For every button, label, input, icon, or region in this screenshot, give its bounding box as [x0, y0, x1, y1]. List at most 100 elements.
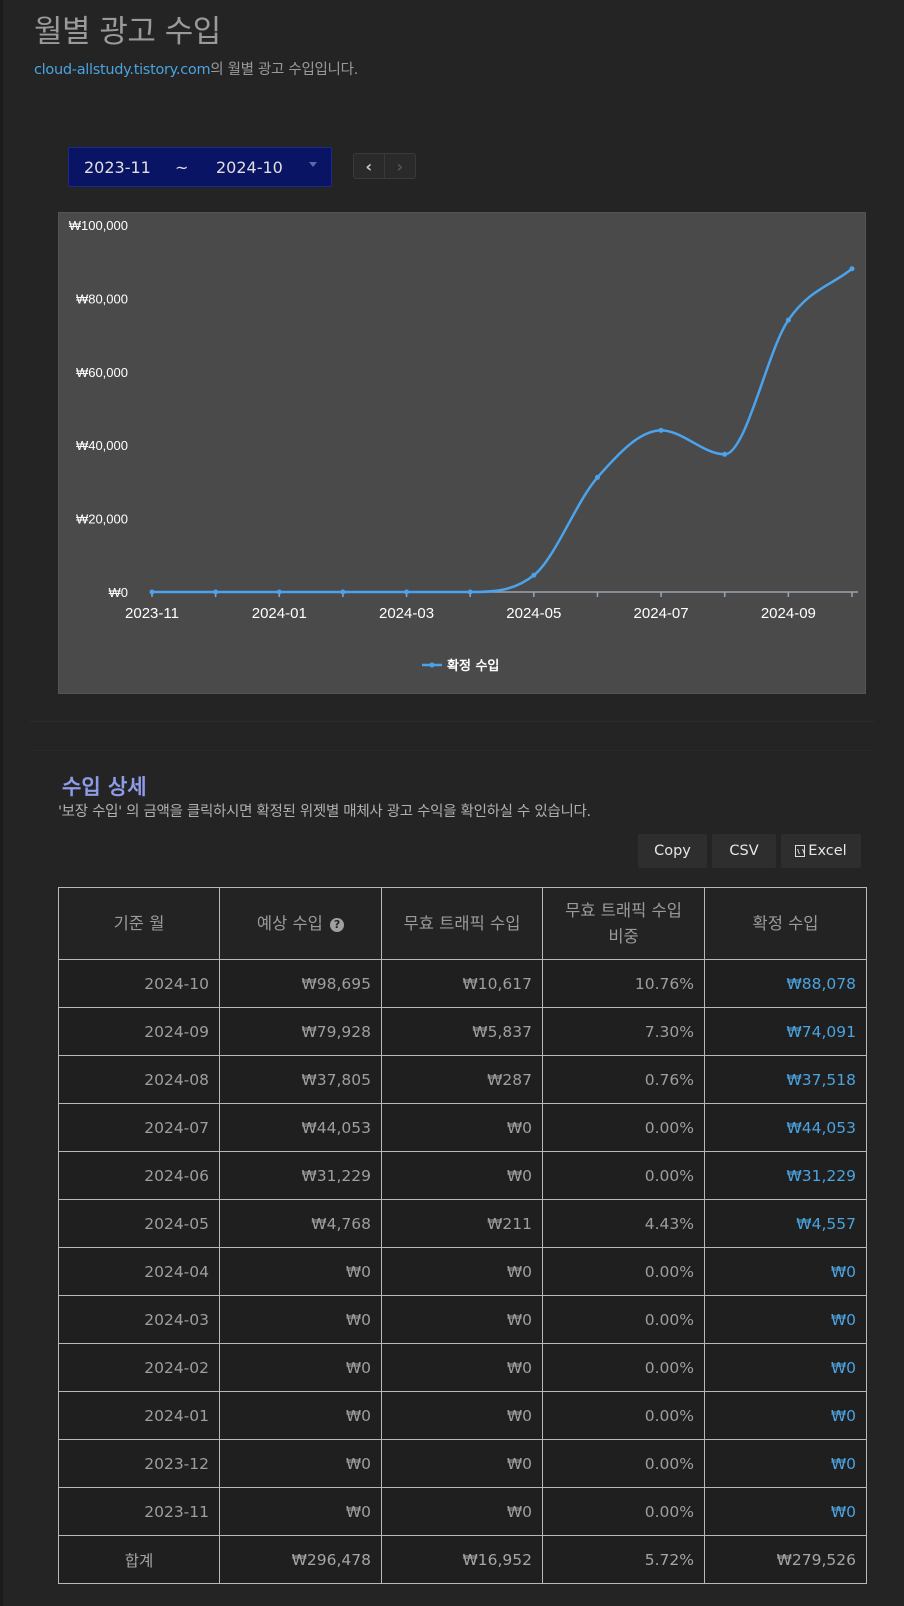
- cell-ratio: 0.00%: [542, 1247, 705, 1296]
- table-row: 2024-08 ₩37,805 ₩287 0.76% ₩37,518: [58, 1055, 867, 1104]
- table-row: 2024-02 ₩0 ₩0 0.00% ₩0: [58, 1343, 867, 1392]
- cell-confirmed[interactable]: ₩88,078: [704, 959, 867, 1008]
- cell-invalid: ₩0: [381, 1391, 543, 1440]
- y-tick-label: ₩40,000: [76, 438, 128, 453]
- cell-invalid: ₩0: [381, 1151, 543, 1200]
- month-nav: ‹ ›: [353, 153, 416, 179]
- col-expected[interactable]: 예상 수입 ?: [219, 887, 382, 960]
- cell-invalid: ₩0: [381, 1247, 543, 1296]
- cell-confirmed[interactable]: ₩0: [704, 1391, 867, 1440]
- data-point: [276, 589, 282, 595]
- table-total-row: 합계 ₩296,478 ₩16,952 5.72% ₩279,526: [58, 1535, 867, 1584]
- cell-ratio: 0.00%: [542, 1487, 705, 1536]
- data-point: [531, 572, 537, 578]
- cell-invalid: ₩0: [381, 1103, 543, 1152]
- x-tick-label: 2024-09: [761, 605, 816, 622]
- data-point: [785, 317, 791, 323]
- range-start: 2023-11: [84, 158, 151, 177]
- cell-expected: ₩0: [219, 1295, 382, 1344]
- cell-confirmed[interactable]: ₩37,518: [704, 1055, 867, 1104]
- x-tick-label: 2023-11: [125, 605, 179, 622]
- y-tick-label: ₩100,000: [69, 218, 128, 233]
- cell-invalid: ₩0: [381, 1295, 543, 1344]
- cell-invalid: ₩10,617: [381, 959, 543, 1008]
- excel-button[interactable]: Excel: [781, 834, 861, 868]
- cell-confirmed[interactable]: ₩74,091: [704, 1007, 867, 1056]
- csv-button[interactable]: CSV: [712, 834, 776, 868]
- data-point: [467, 589, 473, 595]
- cell-ratio: 0.00%: [542, 1343, 705, 1392]
- site-link[interactable]: cloud-allstudy.tistory.com: [34, 62, 211, 78]
- y-tick-label: ₩60,000: [76, 365, 128, 380]
- copy-button[interactable]: Copy: [638, 834, 707, 868]
- data-point: [658, 427, 664, 433]
- cell-confirmed[interactable]: ₩31,229: [704, 1151, 867, 1200]
- section-divider: [30, 750, 874, 751]
- subtitle-suffix: 의 월별 광고 수입입니다.: [210, 62, 358, 78]
- cell-invalid: ₩287: [381, 1055, 543, 1104]
- chart-svg: ₩100,000 ₩80,000 ₩60,000 ₩40,000 ₩20,000 ₩0 20…: [69, 218, 858, 674]
- cell-ratio: 0.00%: [542, 1439, 705, 1488]
- cell-month: 2024-04: [58, 1247, 220, 1296]
- table-row: 2024-01 ₩0 ₩0 0.00% ₩0: [58, 1391, 867, 1440]
- table-row: 2024-03 ₩0 ₩0 0.00% ₩0: [58, 1295, 867, 1344]
- cell-month: 2024-08: [58, 1055, 220, 1104]
- cell-confirmed[interactable]: ₩44,053: [704, 1103, 867, 1152]
- date-range-picker[interactable]: 2023-11 ~ 2024-10: [68, 147, 332, 187]
- prev-button[interactable]: ‹: [354, 154, 385, 178]
- cell-month: 2024-05: [58, 1199, 220, 1248]
- cell-expected: ₩0: [219, 1247, 382, 1296]
- col-confirmed[interactable]: 확정 수입: [704, 887, 867, 960]
- legend-marker: [429, 662, 435, 668]
- series-line-confirmed: [151, 267, 853, 594]
- data-point: [149, 589, 155, 595]
- cell-month: 2024-02: [58, 1343, 220, 1392]
- cell-confirmed[interactable]: ₩0: [704, 1487, 867, 1536]
- cell-confirmed[interactable]: ₩0: [704, 1295, 867, 1344]
- page-subtitle: cloud-allstudy.tistory.com의 월별 광고 수입입니다.: [34, 58, 358, 79]
- cell-invalid: ₩0: [381, 1343, 543, 1392]
- excel-file-icon: [795, 845, 806, 857]
- cell-confirmed[interactable]: ₩0: [704, 1247, 867, 1296]
- chevron-left-icon: ‹: [365, 156, 373, 176]
- cell-month: 2024-03: [58, 1295, 220, 1344]
- cell-confirmed[interactable]: ₩0: [704, 1439, 867, 1488]
- cell-month: 2024-09: [58, 1007, 220, 1056]
- data-point: [213, 589, 219, 595]
- cell-ratio: 0.00%: [542, 1103, 705, 1152]
- col-month[interactable]: 기준 월: [58, 887, 220, 960]
- x-tick-label: 2024-05: [506, 605, 561, 622]
- cell-ratio: 7.30%: [542, 1007, 705, 1056]
- page-title: 월별 광고 수입: [34, 14, 221, 50]
- table-row: 2024-05 ₩4,768 ₩211 4.43% ₩4,557: [58, 1199, 867, 1248]
- cell-invalid: ₩211: [381, 1199, 543, 1248]
- detail-description: '보장 수입' 의 금액을 클릭하시면 확정된 위젯별 매체사 광고 수익을 확…: [58, 804, 591, 820]
- col-expected-label: 예상 수입: [256, 913, 323, 933]
- cell-confirmed[interactable]: ₩4,557: [704, 1199, 867, 1248]
- cell-confirmed[interactable]: ₩0: [704, 1343, 867, 1392]
- data-point: [849, 266, 855, 272]
- table-row: 2024-10 ₩98,695 ₩10,617 10.76% ₩88,078: [58, 959, 867, 1008]
- cell-expected: ₩79,928: [219, 1007, 382, 1056]
- cell-expected: ₩0: [219, 1439, 382, 1488]
- y-tick-label: ₩20,000: [76, 512, 128, 527]
- question-circle-icon[interactable]: ?: [330, 917, 345, 932]
- x-tick-label: 2024-07: [634, 605, 689, 622]
- cell-ratio: 10.76%: [542, 959, 705, 1008]
- x-tick-label: 2024-01: [252, 605, 307, 622]
- table-body: 2024-10 ₩98,695 ₩10,617 10.76% ₩88,078 2024-0…: [58, 959, 867, 1584]
- cell-invalid: ₩0: [381, 1439, 543, 1488]
- col-invalid-ratio-label: 무효 트래픽 수입 비중: [565, 900, 682, 946]
- col-invalid-traffic[interactable]: 무효 트래픽 수입: [381, 887, 543, 960]
- next-button[interactable]: ›: [385, 154, 415, 178]
- cell-month: 2023-11: [58, 1487, 220, 1536]
- cell-expected: ₩31,229: [219, 1151, 382, 1200]
- col-invalid-ratio[interactable]: 무효 트래픽 수입 비중: [542, 887, 705, 960]
- cell-expected: ₩37,805: [219, 1055, 382, 1104]
- left-edge: [0, 0, 3, 1606]
- legend-label: 확정 수입: [447, 658, 499, 674]
- cell-expected: ₩0: [219, 1391, 382, 1440]
- excel-label: Excel: [808, 843, 847, 859]
- y-tick-label: ₩0: [109, 585, 129, 600]
- cell-expected: ₩0: [219, 1343, 382, 1392]
